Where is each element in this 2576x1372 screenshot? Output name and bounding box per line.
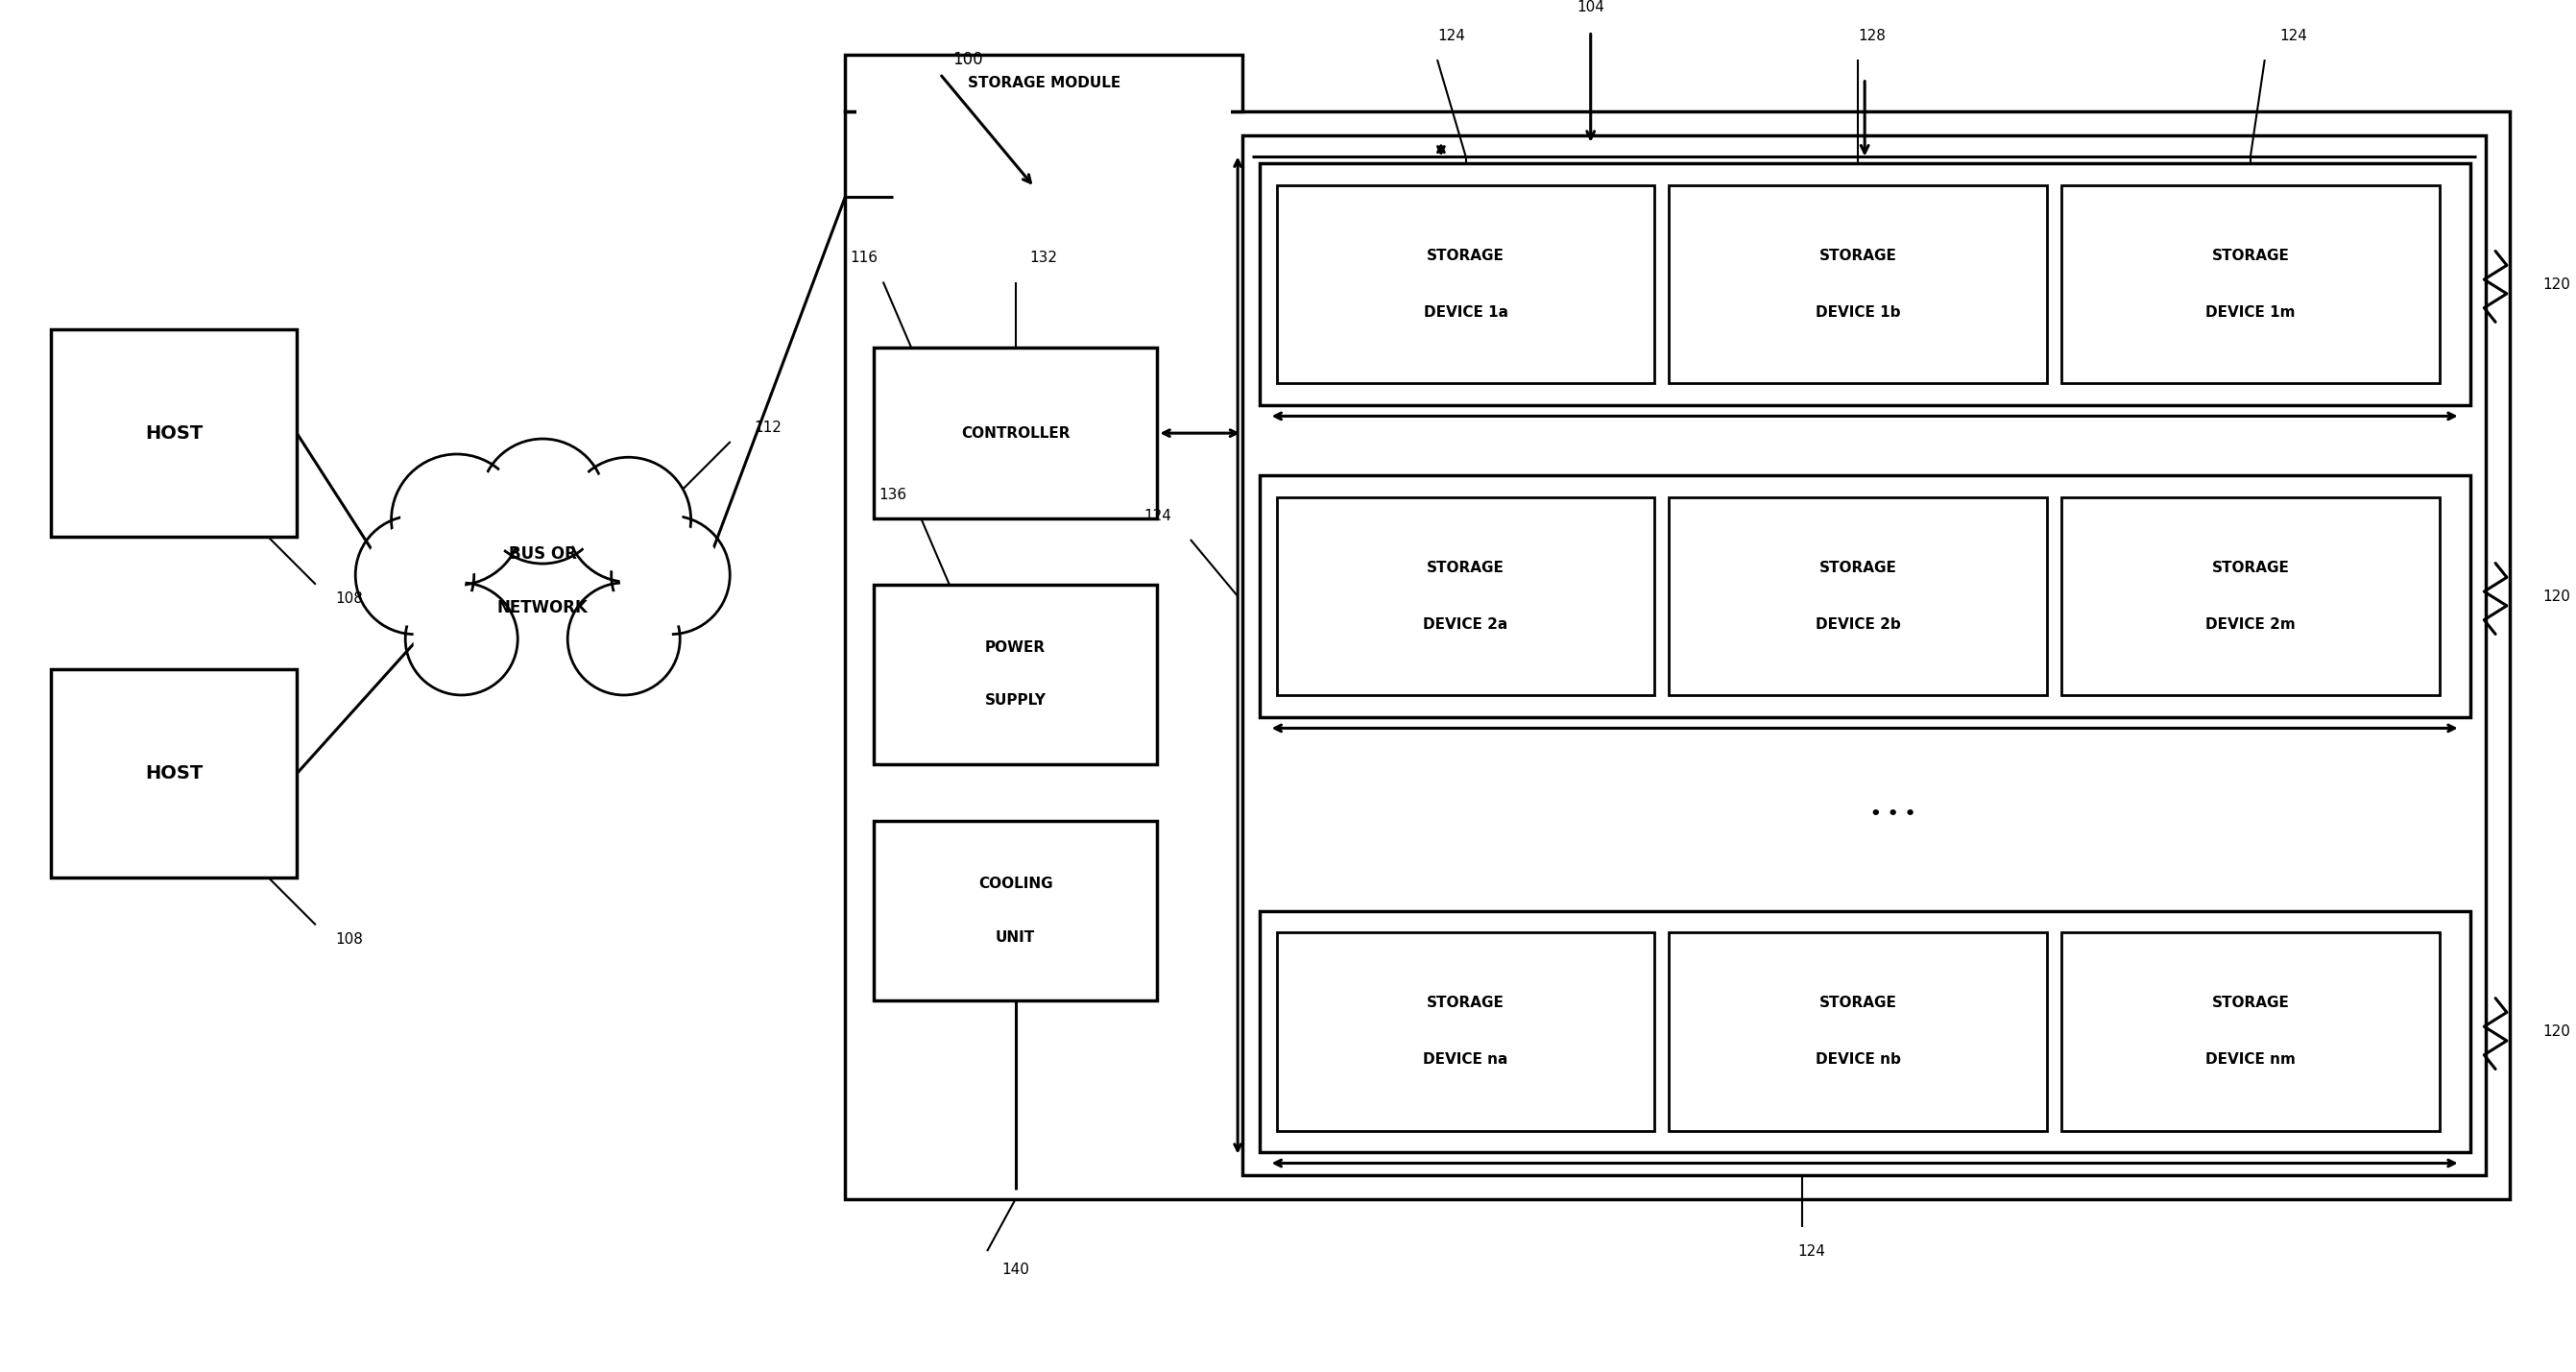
Text: DEVICE nb: DEVICE nb [1816,1052,1901,1067]
Text: SUPPLY: SUPPLY [984,694,1046,708]
Text: STORAGE: STORAGE [1427,248,1504,263]
Circle shape [355,516,474,634]
Bar [1278,497,1654,696]
Text: 120: 120 [2543,277,2571,291]
Text: STORAGE: STORAGE [1427,561,1504,575]
Text: STORAGE: STORAGE [1819,996,1896,1010]
Text: NETWORK: NETWORK [497,600,587,617]
Text: 100: 100 [953,51,984,69]
Text: COOLING: COOLING [979,877,1054,892]
Circle shape [456,490,629,661]
Circle shape [392,454,523,586]
Circle shape [479,439,605,564]
Text: 124: 124 [1798,1244,1826,1258]
Bar [2061,497,2439,696]
Circle shape [621,524,721,626]
Text: BUS OR: BUS OR [507,546,577,563]
Text: STORAGE: STORAGE [2213,561,2290,575]
Bar [52,670,296,878]
Text: STORAGE: STORAGE [1427,996,1504,1010]
Bar [845,55,1242,111]
Text: STORAGE: STORAGE [1819,561,1896,575]
Text: DEVICE 2b: DEVICE 2b [1816,617,1901,632]
Bar [1278,932,1654,1131]
Text: UNIT: UNIT [997,930,1036,944]
Bar [1260,911,2470,1152]
Circle shape [363,524,466,626]
Text: 124: 124 [1437,29,1466,43]
Bar [52,329,296,538]
Text: HOST: HOST [144,764,204,782]
Circle shape [574,466,683,572]
Bar [1242,136,2486,1176]
Text: 132: 132 [1030,251,1059,265]
Text: 128: 128 [1857,29,1886,43]
Circle shape [577,591,672,686]
Bar [858,97,1231,126]
Bar [1669,185,2048,384]
Text: DEVICE nm: DEVICE nm [2205,1052,2295,1067]
Text: DEVICE 1m: DEVICE 1m [2205,306,2295,320]
Text: • • •: • • • [1870,805,1917,822]
Circle shape [567,583,680,696]
Text: 112: 112 [755,420,783,435]
Text: DEVICE 1a: DEVICE 1a [1425,306,1507,320]
Text: DEVICE 1b: DEVICE 1b [1816,306,1901,320]
Bar [1669,497,2048,696]
Circle shape [489,449,595,554]
Text: DEVICE na: DEVICE na [1422,1052,1507,1067]
Text: CONTROLLER: CONTROLLER [961,425,1069,440]
Bar [873,820,1157,1000]
Text: 104: 104 [1577,0,1605,15]
Text: STORAGE: STORAGE [1819,248,1896,263]
Text: DEVICE 2m: DEVICE 2m [2205,617,2295,632]
Bar [1260,476,2470,716]
Text: 108: 108 [335,932,363,947]
Text: HOST: HOST [144,424,204,442]
Text: 124: 124 [2280,29,2308,43]
Bar [1669,932,2048,1131]
Text: STORAGE: STORAGE [2213,996,2290,1010]
Text: 120: 120 [2543,589,2571,604]
Text: POWER: POWER [984,641,1046,654]
Text: 108: 108 [335,591,363,606]
Text: 116: 116 [850,251,878,265]
Bar [845,111,2509,1199]
Text: DEVICE 2a: DEVICE 2a [1425,617,1507,632]
Text: 124: 124 [1144,509,1172,523]
Circle shape [402,464,513,575]
Text: 120: 120 [2543,1024,2571,1039]
Text: STORAGE: STORAGE [2213,248,2290,263]
Circle shape [415,591,510,686]
Text: 136: 136 [878,487,907,502]
Circle shape [567,457,690,582]
Bar [2061,932,2439,1131]
Circle shape [611,516,729,634]
Text: STORAGE MODULE: STORAGE MODULE [969,75,1121,91]
Bar [2061,185,2439,384]
Text: 140: 140 [1002,1262,1030,1277]
Circle shape [404,583,518,696]
Bar [873,584,1157,764]
Bar [1278,185,1654,384]
Bar [1260,163,2470,405]
Bar [873,348,1157,519]
